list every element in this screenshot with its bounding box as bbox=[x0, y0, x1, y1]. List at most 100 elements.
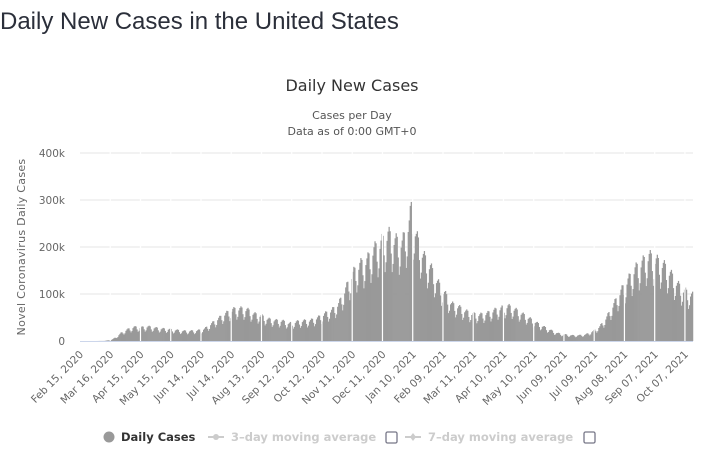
bar-daily-cases bbox=[650, 253, 652, 341]
bar-daily-cases bbox=[515, 307, 517, 341]
page-title: Daily New Cases in the United States bbox=[0, 8, 399, 35]
bar-daily-cases bbox=[610, 319, 612, 341]
bar-daily-cases bbox=[603, 327, 605, 341]
legend-item-3-day-average[interactable]: 3–day moving average bbox=[208, 430, 398, 444]
bar-daily-cases bbox=[391, 272, 393, 341]
bar-daily-cases bbox=[677, 280, 680, 341]
bar-daily-cases bbox=[256, 318, 258, 341]
bar-daily-cases bbox=[592, 331, 594, 341]
bar-daily-cases bbox=[156, 327, 158, 341]
bar-daily-cases bbox=[626, 284, 628, 341]
bar-daily-cases bbox=[475, 318, 477, 341]
bar-daily-cases bbox=[488, 311, 490, 341]
bar-daily-cases bbox=[476, 323, 478, 341]
bar-daily-cases bbox=[652, 285, 654, 341]
bar-daily-cases bbox=[495, 308, 497, 341]
bar-daily-cases bbox=[294, 323, 297, 341]
bar-daily-cases bbox=[205, 327, 207, 341]
bar-daily-cases bbox=[461, 313, 463, 341]
bar-daily-cases bbox=[242, 314, 244, 341]
bar-daily-cases bbox=[375, 243, 377, 341]
bar-daily-cases bbox=[496, 314, 498, 341]
bar-daily-cases bbox=[250, 321, 252, 341]
bar-daily-cases bbox=[572, 334, 574, 341]
bar-daily-cases bbox=[637, 278, 639, 341]
bar-daily-cases bbox=[304, 319, 307, 341]
bar-daily-cases bbox=[152, 330, 154, 341]
bar-daily-cases bbox=[646, 278, 648, 341]
checkbox-3-day[interactable] bbox=[385, 431, 398, 444]
bar-daily-cases bbox=[149, 326, 151, 341]
bar-daily-cases bbox=[598, 328, 600, 341]
bar-daily-cases bbox=[464, 312, 466, 341]
checkbox-7-day[interactable] bbox=[583, 431, 596, 444]
legend-item-7-day-average[interactable]: 7–day moving average bbox=[405, 430, 596, 444]
bar-daily-cases bbox=[669, 271, 672, 341]
bar-daily-cases bbox=[428, 269, 431, 341]
chart-subtitle-2: Data as of 0:00 GMT+0 bbox=[288, 125, 417, 138]
bar-daily-cases bbox=[417, 237, 420, 341]
bar-daily-cases bbox=[171, 331, 174, 341]
bar-daily-cases bbox=[134, 326, 136, 341]
bar-daily-cases bbox=[232, 308, 234, 341]
bar-daily-cases bbox=[405, 267, 407, 341]
bar-daily-cases bbox=[489, 316, 491, 341]
bar-daily-cases bbox=[548, 330, 551, 341]
bar-daily-cases bbox=[427, 282, 430, 341]
bar-daily-cases bbox=[229, 321, 231, 341]
bar-daily-cases bbox=[262, 315, 264, 341]
bar-daily-cases bbox=[402, 232, 404, 341]
bar-daily-cases bbox=[325, 311, 327, 341]
bar-daily-cases bbox=[297, 320, 300, 341]
bar-daily-cases bbox=[319, 320, 322, 341]
bar-daily-cases bbox=[322, 315, 325, 341]
bar-daily-cases bbox=[300, 326, 303, 341]
bar-daily-cases bbox=[161, 328, 163, 341]
bar-daily-cases bbox=[132, 328, 134, 341]
bar-daily-cases bbox=[209, 328, 211, 341]
y-axis-ticks: 0 100k 200k 300k 400k bbox=[39, 148, 66, 348]
bar-daily-cases bbox=[301, 322, 304, 341]
bar-daily-cases bbox=[612, 307, 614, 341]
bar-daily-cases bbox=[600, 324, 602, 341]
bar-daily-cases bbox=[671, 273, 674, 341]
bar-daily-cases bbox=[334, 312, 336, 341]
bar-daily-cases bbox=[634, 267, 636, 341]
bar-daily-cases bbox=[146, 327, 148, 341]
legend-item-daily-cases[interactable]: Daily Cases bbox=[103, 430, 196, 444]
bar-daily-cases bbox=[117, 337, 119, 341]
bar-daily-cases bbox=[490, 321, 492, 341]
bar-daily-cases bbox=[118, 335, 120, 341]
bar-daily-cases bbox=[239, 307, 241, 341]
bar-daily-cases bbox=[187, 333, 190, 341]
point-marker-icon bbox=[213, 434, 219, 440]
bar-daily-cases bbox=[679, 295, 682, 341]
bar-daily-cases bbox=[629, 273, 631, 341]
bar-daily-cases bbox=[128, 328, 130, 341]
bar-daily-cases bbox=[465, 310, 467, 341]
bar-daily-cases bbox=[348, 291, 350, 341]
bar-daily-cases bbox=[378, 268, 380, 341]
bar-daily-cases bbox=[617, 311, 619, 341]
diamond-marker-icon bbox=[410, 433, 416, 441]
bar-daily-cases bbox=[599, 326, 601, 341]
bar-daily-cases bbox=[658, 274, 660, 341]
bar-daily-cases bbox=[408, 220, 410, 341]
bar-daily-cases bbox=[421, 257, 424, 341]
bar-daily-cases bbox=[120, 332, 122, 341]
bar-daily-cases bbox=[227, 311, 229, 341]
bar-daily-cases bbox=[247, 307, 249, 341]
bar-daily-cases bbox=[335, 318, 337, 341]
bar-daily-cases bbox=[233, 307, 235, 341]
bar-daily-cases bbox=[110, 340, 112, 341]
bar-daily-cases bbox=[615, 298, 617, 341]
bar-daily-cases bbox=[589, 335, 591, 341]
bar-daily-cases bbox=[241, 307, 243, 341]
circle-marker-icon bbox=[103, 431, 115, 443]
bar-daily-cases bbox=[482, 318, 484, 341]
bar-daily-cases bbox=[168, 328, 170, 341]
bar-daily-cases bbox=[267, 318, 269, 341]
bar-daily-cases bbox=[571, 335, 573, 341]
bar-daily-cases bbox=[540, 329, 543, 341]
